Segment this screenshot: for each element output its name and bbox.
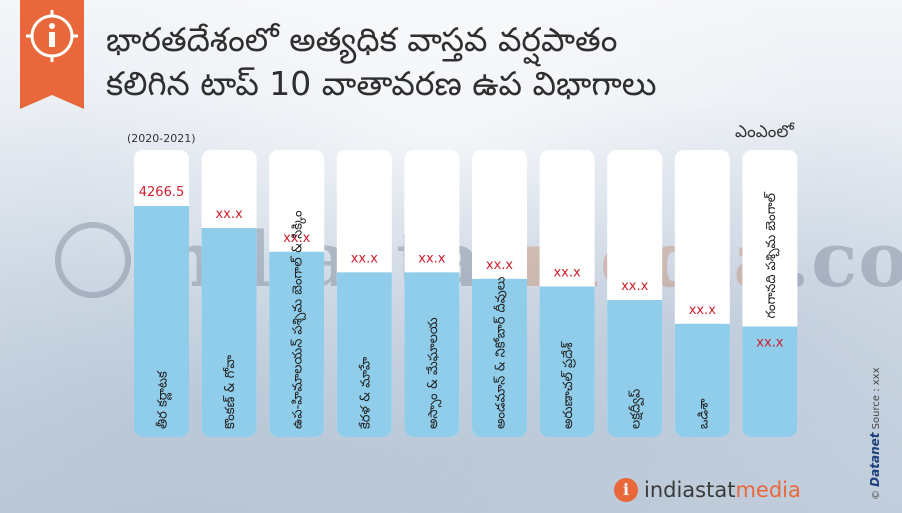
bar — [472, 278, 527, 437]
bar — [674, 323, 730, 437]
bar — [134, 205, 189, 437]
category-label: కొంకణ్ & గోవా — [222, 354, 238, 429]
category-label: లక్షద్వీప్ — [629, 389, 645, 429]
source-credit: © Datanet Source : xxx — [868, 367, 882, 500]
bar-top-edge — [472, 278, 527, 291]
indiastat-logo: i indiastatmedia — [614, 478, 801, 502]
bar-top-edge — [674, 323, 730, 336]
data-label: xx.x — [553, 265, 581, 280]
bar — [742, 326, 798, 437]
data-label: xx.x — [215, 207, 243, 222]
data-label: xx.x — [756, 336, 784, 351]
bar — [201, 227, 257, 437]
chart-title: భారతదేశంలో అత్యధిక వాస్తవ వర్షపాతం కలిగి… — [106, 18, 657, 106]
info-badge — [20, 0, 84, 95]
data-label: xx.x — [486, 258, 514, 273]
bar-top-edge — [269, 251, 325, 264]
bar — [404, 272, 460, 437]
period-label: (2020-2021) — [127, 132, 196, 145]
bar-top-edge — [336, 272, 392, 285]
bar — [607, 299, 663, 437]
data-label: xx.x — [689, 303, 717, 318]
category-label: తీర కర్ణాటక — [156, 370, 173, 429]
bar — [539, 286, 595, 437]
unit-label: ఎంఎంలో — [735, 122, 794, 142]
data-label: xx.x — [283, 231, 311, 246]
bar — [336, 272, 392, 437]
data-label: xx.x — [418, 251, 446, 266]
category-label: ఉప-హిమాలయన్ పశ్చిమ బెంగాల్ & సిక్కిం — [291, 210, 307, 429]
bar-top-edge — [201, 227, 257, 240]
category-label: అస్సాం & మేఘాలయ — [426, 317, 442, 429]
bar-top-edge — [742, 326, 798, 339]
info-icon — [26, 10, 78, 62]
bar-top-edge — [607, 299, 663, 312]
watermark-icon — [55, 222, 131, 298]
category-label: కేరళ & మాహే — [358, 356, 373, 429]
logo-icon: i — [614, 478, 638, 502]
data-label: xx.x — [351, 251, 379, 266]
bar — [269, 251, 325, 437]
bar-top-edge — [539, 286, 595, 299]
title-line-1: భారతదేశంలో అత్యధిక వాస్తవ వర్షపాతం — [106, 20, 618, 59]
badge-notch — [20, 95, 84, 109]
category-label: అరుణాచల్ ప్రదేశ్ — [561, 341, 576, 429]
category-label: అండమాన్ & నికోబార్ దీవులు — [493, 276, 509, 429]
bar-top-edge — [404, 272, 460, 285]
bar-top-edge — [134, 205, 189, 218]
title-line-2: కలిగిన టాప్ 10 వాతావరణ ఉప విభాగాలు — [106, 64, 657, 103]
category-label: గంగానది పశ్చిమ బెంగాల్ — [764, 191, 780, 318]
category-label: ఒడిశా — [696, 398, 711, 429]
data-label: xx.x — [621, 279, 649, 294]
data-label: 4266.5 — [139, 185, 185, 200]
